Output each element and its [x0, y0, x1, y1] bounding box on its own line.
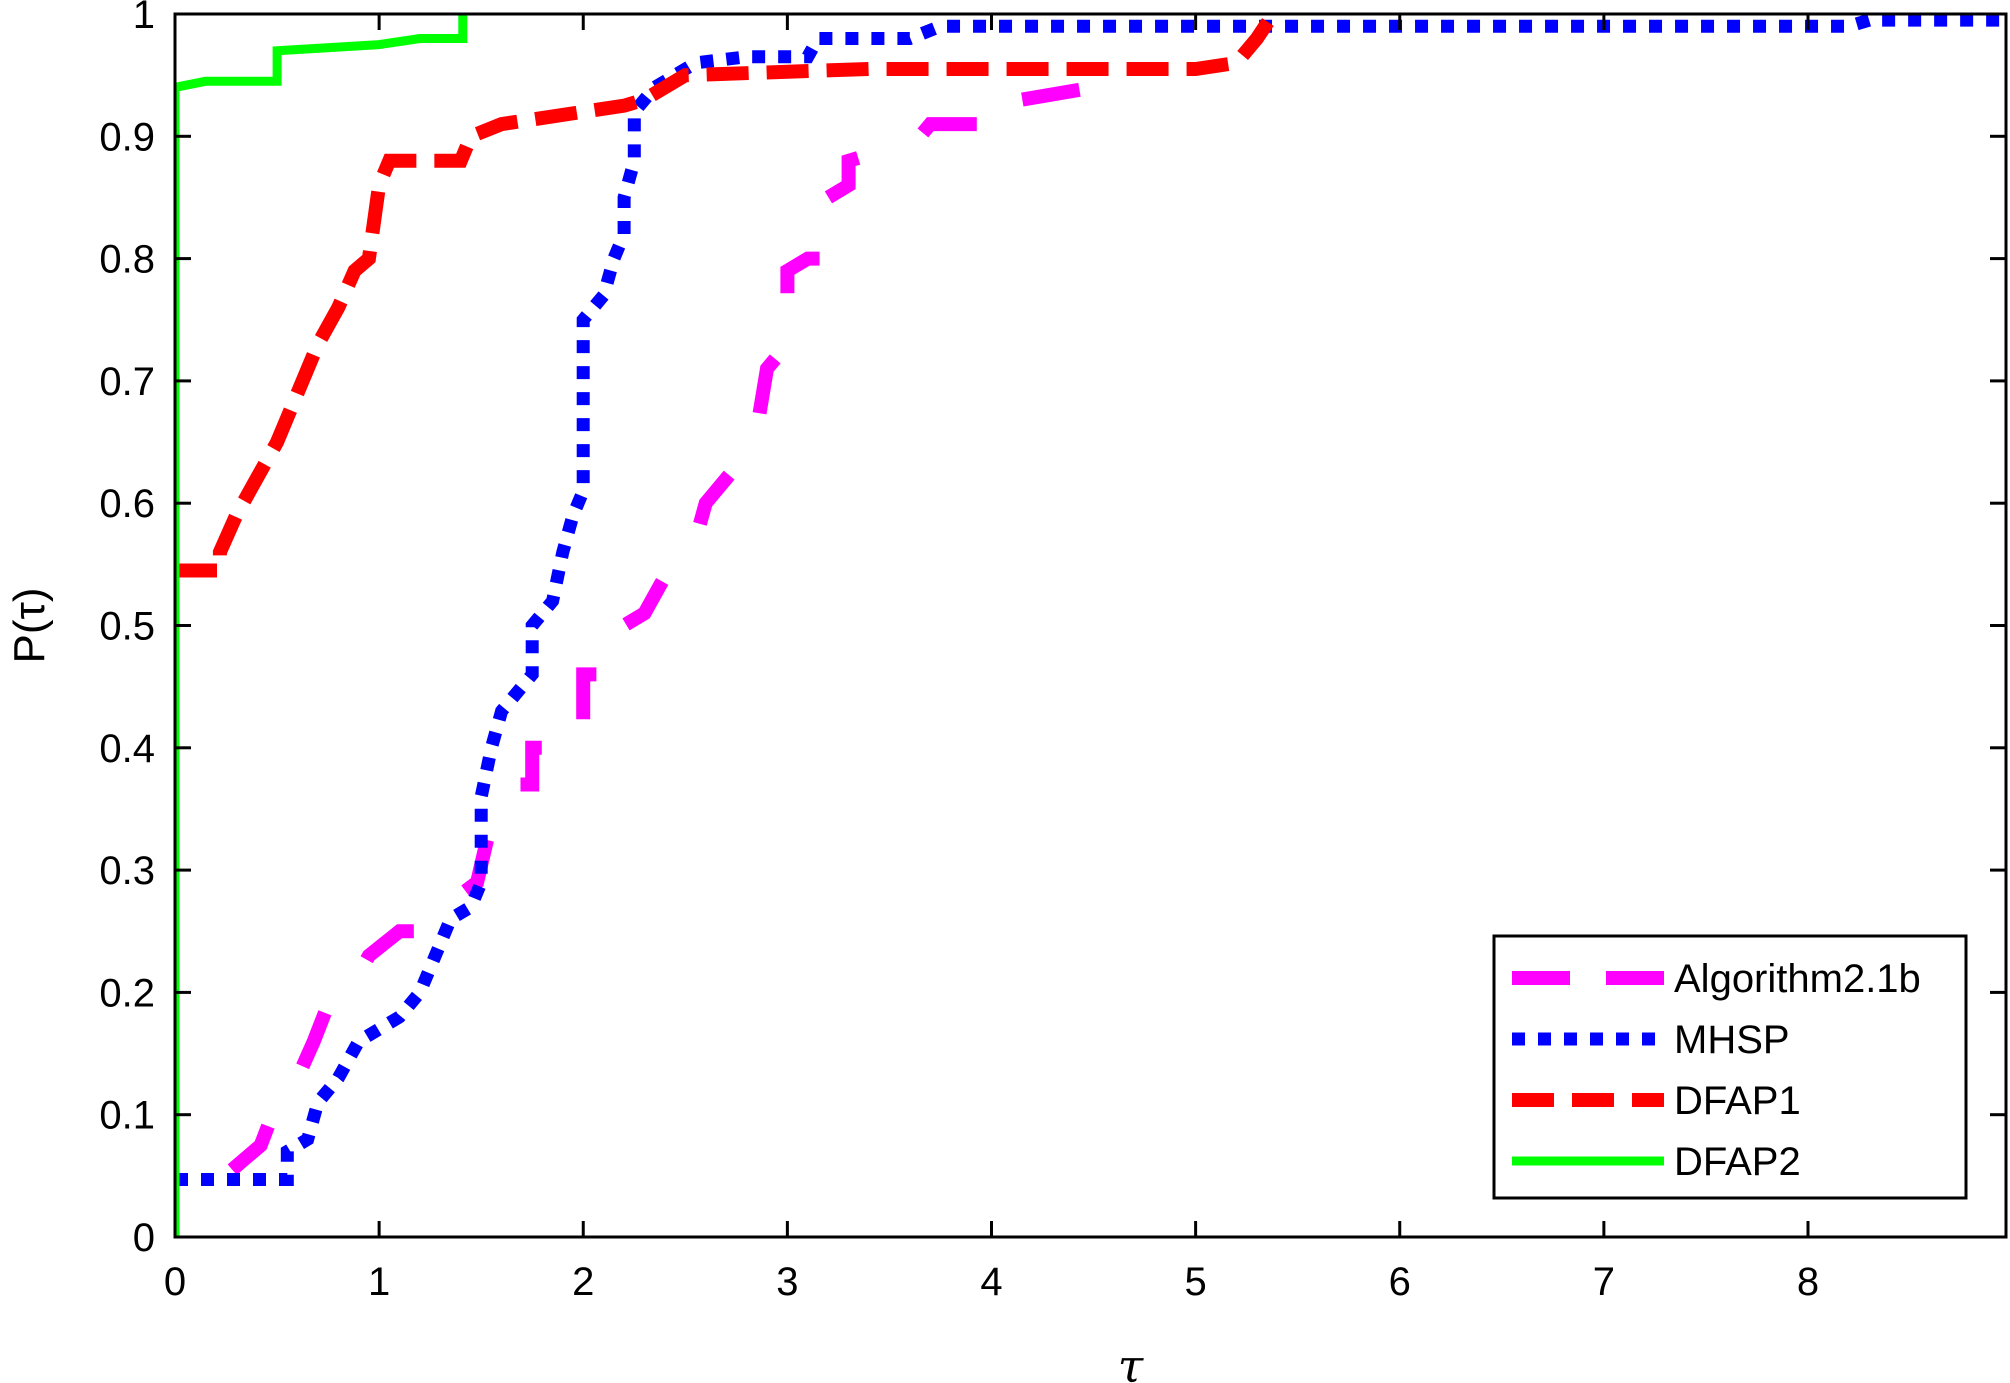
- series-line-dfap1: [175, 12, 1280, 578]
- series-line-dfap2: [175, 14, 468, 1237]
- series-layer: [175, 12, 2006, 1237]
- y-tick-label: 0.3: [99, 849, 155, 893]
- x-tick-label: 7: [1593, 1260, 1615, 1304]
- y-tick-label: 0.4: [99, 727, 155, 771]
- x-tick-label: 5: [1184, 1260, 1206, 1304]
- x-axis-label: τ: [1118, 1339, 1145, 1383]
- x-tick-label: 2: [572, 1260, 594, 1304]
- legend-label: DFAP1: [1674, 1079, 1801, 1123]
- x-tick-label: 3: [776, 1260, 798, 1304]
- series-line-mhsp: [175, 13, 2006, 1186]
- y-tick-label: 0.6: [99, 482, 155, 526]
- y-tick-label: 0.1: [99, 1094, 155, 1138]
- y-axis-label: P(τ): [5, 587, 54, 663]
- y-tick-label: 1: [133, 0, 155, 37]
- y-tick-label: 0.5: [99, 605, 155, 649]
- y-tick-label: 0.7: [99, 360, 155, 404]
- y-tick-label: 0.8: [99, 238, 155, 282]
- series-line-algorithm2-1b: [227, 58, 1110, 1176]
- x-tick-label: 8: [1797, 1260, 1819, 1304]
- legend-label: DFAP2: [1674, 1140, 1801, 1184]
- legend-box: [1492, 934, 1968, 1200]
- y-tick-label: 0.2: [99, 971, 155, 1015]
- y-axis-label-text: P(τ): [5, 587, 54, 663]
- x-tick-label: 0: [164, 1260, 186, 1304]
- ticks-layer: 0 1 2 3 4 5 6 7 8 0 0.1 0.2 0.3 0.4 0.5 0.6 0.7 0.8 0.9 1: [99, 0, 2006, 1304]
- legend-label: MHSP: [1674, 1018, 1790, 1062]
- legend: Algorithm2.1b MHSP DFAP1 DFAP2: [1492, 934, 1968, 1200]
- x-tick-label: 4: [980, 1260, 1002, 1304]
- legend-label: Algorithm2.1b: [1674, 957, 1921, 1001]
- x-tick-label: 6: [1389, 1260, 1411, 1304]
- x-tick-label: 1: [368, 1260, 390, 1304]
- y-tick-label: 0: [133, 1216, 155, 1260]
- y-tick-label: 0.9: [99, 115, 155, 159]
